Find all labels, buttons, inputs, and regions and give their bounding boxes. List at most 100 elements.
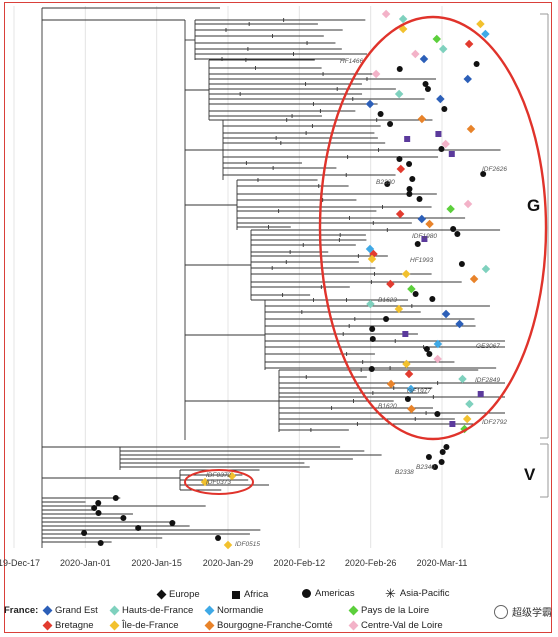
legend-asia-pacific: ✳ Asia-Pacific xyxy=(385,585,450,601)
tip-circle xyxy=(443,444,450,450)
tip-circle xyxy=(434,411,441,417)
leaf-label: B2338 xyxy=(395,469,414,476)
leaf-label: IDF2626 xyxy=(482,166,507,173)
tip-circle xyxy=(422,81,429,87)
tip-markers xyxy=(81,9,491,550)
tip-diamond xyxy=(398,14,408,24)
tip-diamond xyxy=(462,414,472,424)
tip-circle xyxy=(120,515,127,521)
tip-diamond xyxy=(425,219,434,229)
tip-circle xyxy=(81,530,88,536)
tip-diamond xyxy=(458,374,467,384)
legend-label: Île-de-France xyxy=(122,620,179,631)
tip-circle xyxy=(458,261,465,267)
diamond-icon xyxy=(109,620,120,631)
leaf-label: IDF2792 xyxy=(482,419,507,426)
x-tick-label: 2020-Feb-26 xyxy=(345,558,397,568)
x-tick-label: 2020-Jan-29 xyxy=(203,558,254,568)
tip-circle xyxy=(473,61,480,67)
leaf-label: B1620 xyxy=(378,403,397,410)
diamond-icon xyxy=(348,620,359,631)
tip-circle xyxy=(406,191,413,197)
tip-circle xyxy=(416,196,423,202)
tip-circle xyxy=(429,296,436,302)
leaf-label: B2330 xyxy=(376,179,395,186)
tip-square xyxy=(404,136,411,142)
tip-diamond xyxy=(436,94,445,104)
tip-circle xyxy=(404,396,411,402)
x-tick-label: 2020-Jan-15 xyxy=(131,558,182,568)
watermark: 超级学霸 xyxy=(494,604,552,619)
tip-circle xyxy=(169,520,176,526)
tip-circle xyxy=(406,186,413,192)
tip-circle xyxy=(368,366,375,372)
legend-label: Hauts-de-France xyxy=(122,605,194,616)
leaf-label: IDF2849 xyxy=(475,377,500,384)
legend-centre-val-de-loire: Centre-Val de Loire xyxy=(348,620,443,631)
legend-europe-label: Europe xyxy=(169,589,200,600)
diamond-icon xyxy=(348,605,359,616)
tip-circle xyxy=(215,535,222,541)
leaf-label: B2340 xyxy=(416,464,435,471)
legend-label: Centre-Val de Loire xyxy=(361,620,443,631)
tip-circle xyxy=(450,226,457,232)
tip-diamond xyxy=(223,540,233,550)
tip-circle xyxy=(91,505,98,511)
tip-diamond xyxy=(395,209,405,219)
tip-diamond xyxy=(411,49,420,59)
tip-diamond xyxy=(463,199,473,209)
tip-diamond xyxy=(446,204,455,214)
tip-circle xyxy=(432,464,439,470)
diamond-icon xyxy=(42,620,53,631)
tip-diamond xyxy=(402,359,411,369)
figure-frame xyxy=(4,2,552,633)
legend-asia-pacific-label: Asia-Pacific xyxy=(399,588,450,599)
tip-circle xyxy=(369,336,376,342)
legend-label: Pays de la Loire xyxy=(361,605,430,616)
tip-diamond xyxy=(396,164,406,174)
tip-diamond xyxy=(401,269,411,279)
leaf-label: HF1993 xyxy=(410,257,434,264)
leaf-label: IDF1980 xyxy=(412,233,437,240)
tip-square xyxy=(477,391,484,397)
tip-diamond xyxy=(476,19,485,29)
tip-square xyxy=(402,331,409,337)
idf-highlight-ellipse xyxy=(184,469,254,495)
circle-icon xyxy=(302,589,311,598)
clade-g-label: G xyxy=(527,196,540,215)
tip-diamond xyxy=(406,384,416,394)
tip-diamond xyxy=(386,379,396,389)
tip-square xyxy=(449,421,456,427)
tip-diamond xyxy=(463,74,472,84)
leaf-label: B1623 xyxy=(378,297,397,304)
tip-circle xyxy=(425,454,432,460)
diamond-icon xyxy=(204,605,215,616)
tip-circle xyxy=(480,171,487,177)
asterisk-icon: ✳ xyxy=(385,585,396,601)
legend-label: Bourgogne-Franche-Comté xyxy=(217,620,333,631)
x-axis: 2019-Dec-17 2020-Jan-01 2020-Jan-15 2020-Ja… xyxy=(0,558,467,568)
legend-americas-label: Americas xyxy=(315,588,355,599)
tip-diamond xyxy=(432,34,442,44)
tip-circle xyxy=(396,156,403,162)
leaf-labels: HF1466 B2330 IDF2626 IDF1980 HF1993 B1623 GE30… xyxy=(206,58,507,548)
legend-bourgogne-franche-comte: Bourgogne-Franche-Comté xyxy=(204,620,333,631)
watermark-text: 超级学霸 xyxy=(512,608,552,619)
wechat-logo-icon xyxy=(494,604,508,619)
leaf-label: GE1977 xyxy=(407,388,431,395)
tip-circle xyxy=(412,291,419,297)
legend-label: Bretagne xyxy=(55,620,94,631)
tip-diamond xyxy=(417,214,427,224)
tip-diamond xyxy=(371,69,381,79)
leaf-label: IDF0373 xyxy=(206,479,231,486)
tip-circle xyxy=(135,525,142,531)
tip-diamond xyxy=(227,471,237,481)
tip-circle xyxy=(384,181,391,187)
legend-africa: Africa xyxy=(232,589,268,600)
tip-diamond xyxy=(438,44,448,54)
diamond-icon xyxy=(42,605,53,616)
leaf-label: HF1466 xyxy=(340,58,364,65)
tip-diamond xyxy=(469,274,479,284)
tip-diamond xyxy=(394,304,404,314)
